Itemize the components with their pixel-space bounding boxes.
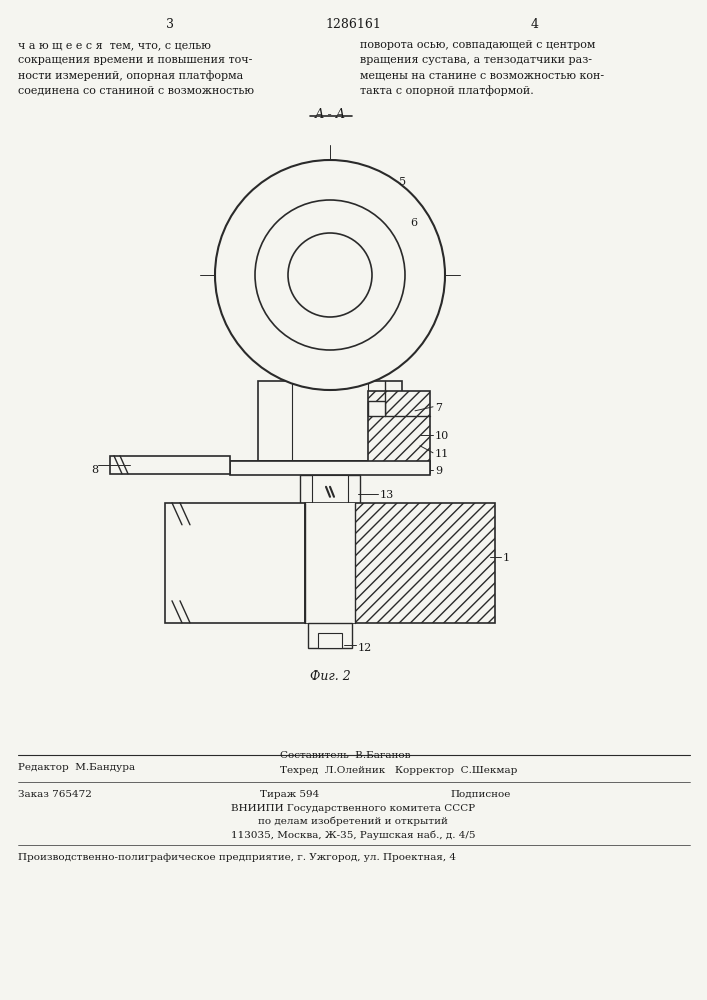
Text: Техред  Л.Олейник   Корректор  С.Шекмар: Техред Л.Олейник Корректор С.Шекмар [280,766,518,775]
Bar [312,475,348,503]
Bar [230,461,430,473]
Circle shape [215,160,445,390]
Text: 1286161: 1286161 [325,18,381,31]
Text: 1: 1 [503,553,510,563]
Text: 10: 10 [435,431,449,441]
Text: 7: 7 [435,403,442,413]
Text: 113035, Москва, Ж-35, Раушская наб., д. 4/5: 113035, Москва, Ж-35, Раушская наб., д. … [230,830,475,840]
Text: Фиг. 2: Фиг. 2 [310,670,351,683]
Text: Составитель  В.Баганов: Составитель В.Баганов [280,751,411,760]
Text: 12: 12 [358,643,373,653]
Bar [305,503,495,623]
Bar [368,391,430,473]
Text: мещены на станине с возможностью кон-: мещены на станине с возможностью кон- [360,70,604,80]
Text: 13: 13 [380,490,395,500]
Text: 5: 5 [399,177,406,187]
Text: Подписное: Подписное [450,790,510,799]
Text: 3: 3 [166,18,174,31]
Text: вращения сустава, а тензодатчики раз-: вращения сустава, а тензодатчики раз- [360,55,592,65]
Bar [318,633,342,648]
Bar [165,503,305,623]
Bar [368,401,385,416]
Text: по делам изобретений и открытий: по делам изобретений и открытий [258,817,448,826]
Text: ч а ю щ е е с я  тем, что, с целью: ч а ю щ е е с я тем, что, с целью [18,40,211,50]
Text: 9: 9 [435,466,442,476]
Text: А - А: А - А [315,108,346,121]
Text: 11: 11 [435,449,449,459]
Text: поворота осью, совпадающей с центром: поворота осью, совпадающей с центром [360,40,595,50]
Text: Редактор  М.Бандура: Редактор М.Бандура [18,763,135,772]
Text: Производственно-полиграфическое предприятие, г. Ужгород, ул. Проектная, 4: Производственно-полиграфическое предприя… [18,853,456,862]
Bar [230,461,430,475]
Bar [110,456,230,474]
Text: ности измерений, опорная платформа: ности измерений, опорная платформа [18,70,243,81]
Text: соединена со станиной с возможностью: соединена со станиной с возможностью [18,85,254,95]
Text: 6: 6 [411,218,418,228]
Text: 4: 4 [531,18,539,31]
Bar [305,503,355,623]
Text: такта с опорной платформой.: такта с опорной платформой. [360,85,534,96]
Circle shape [255,200,405,350]
Text: 8: 8 [91,465,98,475]
Text: Заказ 765472: Заказ 765472 [18,790,92,799]
Bar [258,381,402,461]
Bar [300,475,360,503]
Circle shape [288,233,372,317]
Text: ВНИИПИ Государственного комитета СССР: ВНИИПИ Государственного комитета СССР [231,804,475,813]
Text: сокращения времени и повышения точ-: сокращения времени и повышения точ- [18,55,252,65]
Bar [308,623,352,648]
Text: Тираж 594: Тираж 594 [260,790,320,799]
